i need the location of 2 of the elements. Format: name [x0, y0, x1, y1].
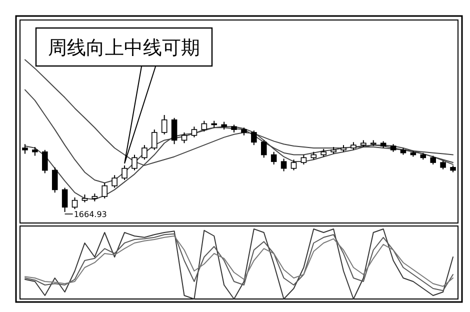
- annotation: 1664.93: [74, 210, 107, 219]
- text: 周线向上中线可期: [48, 37, 200, 59]
